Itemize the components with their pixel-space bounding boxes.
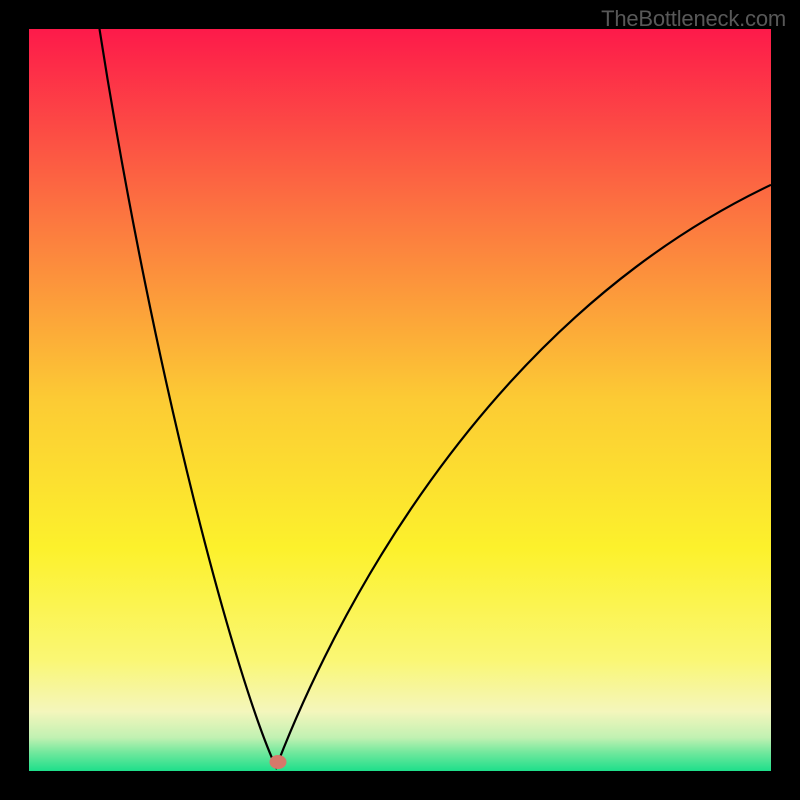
curve-path bbox=[99, 29, 771, 767]
chart-container: TheBottleneck.com bbox=[0, 0, 800, 800]
plot-area bbox=[29, 29, 771, 771]
vertex-marker bbox=[269, 755, 286, 769]
bottleneck-curve bbox=[29, 29, 771, 771]
watermark-text: TheBottleneck.com bbox=[601, 6, 786, 32]
